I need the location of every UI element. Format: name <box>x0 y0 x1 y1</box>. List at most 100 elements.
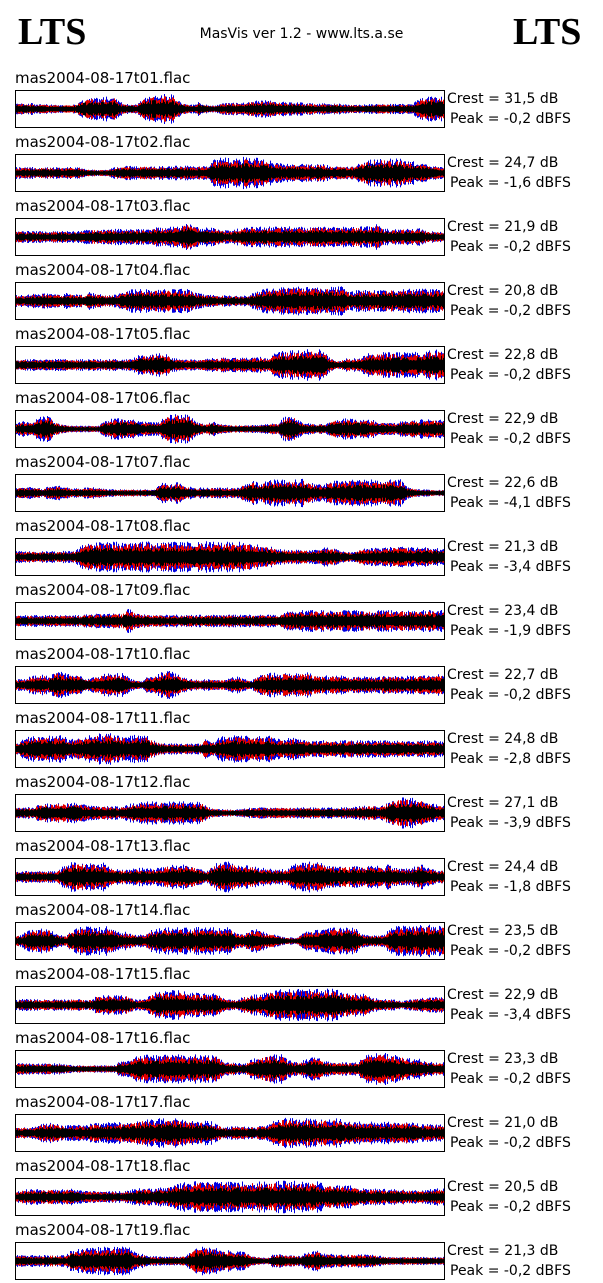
crest-label: Crest = 23,3 dB <box>447 1051 559 1067</box>
track-name: mas2004-08-17t05.flac <box>15 325 191 343</box>
waveform-frame <box>15 1178 445 1216</box>
track: mas2004-08-17t15.flac Crest = 22,9 dB Peak… <box>0 962 603 1026</box>
waveform-frame <box>15 730 445 768</box>
crest-label: Crest = 23,4 dB <box>447 603 559 619</box>
crest-label: Crest = 24,4 dB <box>447 859 559 875</box>
waveform <box>15 1242 445 1280</box>
waveform-trace <box>16 355 444 375</box>
waveform <box>15 282 445 320</box>
track-name: mas2004-08-17t13.flac <box>15 837 191 855</box>
peak-label: Peak = -1,9 dBFS <box>450 623 571 639</box>
crest-label: Crest = 31,5 dB <box>447 91 559 107</box>
track: mas2004-08-17t11.flac Crest = 24,8 dB Peak… <box>0 706 603 770</box>
waveform-frame <box>15 1050 445 1088</box>
track-name: mas2004-08-17t17.flac <box>15 1093 191 1111</box>
waveform-trace <box>16 1187 444 1207</box>
track: mas2004-08-17t19.flac Crest = 21,3 dB Peak… <box>0 1218 603 1282</box>
peak-label: Peak = -0,2 dBFS <box>450 111 571 127</box>
track: mas2004-08-17t08.flac Crest = 21,3 dB Peak… <box>0 514 603 578</box>
waveform-trace <box>16 484 444 502</box>
waveform-frame <box>15 1242 445 1280</box>
waveform-trace <box>16 1059 444 1079</box>
waveform <box>15 346 445 384</box>
track-name: mas2004-08-17t01.flac <box>15 69 191 87</box>
track: mas2004-08-17t05.flac Crest = 22,8 dB Peak… <box>0 322 603 386</box>
peak-label: Peak = -3,9 dBFS <box>450 815 571 831</box>
crest-label: Crest = 22,8 dB <box>447 347 559 363</box>
track-name: mas2004-08-17t08.flac <box>15 517 191 535</box>
peak-label: Peak = -0,2 dBFS <box>450 1199 571 1215</box>
logo: LTS <box>513 11 582 53</box>
waveform-trace <box>16 995 444 1015</box>
peak-label: Peak = -0,2 dBFS <box>450 367 571 383</box>
crest-label: Crest = 21,3 dB <box>447 539 559 555</box>
track-name: mas2004-08-17t18.flac <box>15 1157 191 1175</box>
waveform-trace <box>16 100 444 118</box>
peak-label: Peak = -3,4 dBFS <box>450 559 571 575</box>
waveform <box>15 1050 445 1088</box>
waveform <box>15 986 445 1024</box>
waveform-frame <box>15 538 445 576</box>
waveform-frame <box>15 1114 445 1152</box>
crest-label: Crest = 21,9 dB <box>447 219 559 235</box>
waveform <box>15 666 445 704</box>
waveform <box>15 218 445 256</box>
waveform <box>15 858 445 896</box>
crest-label: Crest = 22,9 dB <box>447 987 559 1003</box>
track-name: mas2004-08-17t19.flac <box>15 1221 191 1239</box>
crest-label: Crest = 24,8 dB <box>447 731 559 747</box>
crest-label: Crest = 21,3 dB <box>447 1243 559 1259</box>
peak-label: Peak = -0,2 dBFS <box>450 239 571 255</box>
track: mas2004-08-17t17.flac Crest = 21,0 dB Peak… <box>0 1090 603 1154</box>
track: mas2004-08-17t03.flac Crest = 21,9 dB Peak… <box>0 194 603 258</box>
waveform-frame <box>15 154 445 192</box>
peak-label: Peak = -0,2 dBFS <box>450 303 571 319</box>
waveform-trace <box>16 163 444 183</box>
waveform <box>15 730 445 768</box>
waveform-trace <box>16 292 444 310</box>
track: mas2004-08-17t04.flac Crest = 20,8 dB Peak… <box>0 258 603 322</box>
waveform <box>15 794 445 832</box>
track: mas2004-08-17t12.flac Crest = 27,1 dB Peak… <box>0 770 603 834</box>
track: mas2004-08-17t18.flac Crest = 20,5 dB Peak… <box>0 1154 603 1218</box>
waveform-frame <box>15 858 445 896</box>
track-name: mas2004-08-17t11.flac <box>15 709 191 727</box>
track-name: mas2004-08-17t12.flac <box>15 773 191 791</box>
track-name: mas2004-08-17t02.flac <box>15 133 191 151</box>
waveform <box>15 602 445 640</box>
waveform-trace <box>16 803 444 823</box>
track-name: mas2004-08-17t09.flac <box>15 581 191 599</box>
waveform-frame <box>15 90 445 128</box>
waveform-trace <box>16 867 444 887</box>
peak-label: Peak = -1,8 dBFS <box>450 879 571 895</box>
crest-label: Crest = 20,5 dB <box>447 1179 559 1195</box>
waveform-trace <box>16 1252 444 1270</box>
track: mas2004-08-17t09.flac Crest = 23,4 dB Peak… <box>0 578 603 642</box>
crest-label: Crest = 20,8 dB <box>447 283 559 299</box>
crest-label: Crest = 21,0 dB <box>447 1115 559 1131</box>
peak-label: Peak = -0,2 dBFS <box>450 1263 571 1279</box>
peak-label: Peak = -0,2 dBFS <box>450 943 571 959</box>
track-name: mas2004-08-17t04.flac <box>15 261 191 279</box>
peak-label: Peak = -0,2 dBFS <box>450 1135 571 1151</box>
waveform-trace <box>16 614 444 628</box>
track: mas2004-08-17t07.flac Crest = 22,6 dB Peak… <box>0 450 603 514</box>
track-name: mas2004-08-17t06.flac <box>15 389 191 407</box>
waveform <box>15 538 445 576</box>
crest-label: Crest = 27,1 dB <box>447 795 559 811</box>
waveform-frame <box>15 282 445 320</box>
track: mas2004-08-17t13.flac Crest = 24,4 dB Peak… <box>0 834 603 898</box>
waveform-frame <box>15 794 445 832</box>
waveform <box>15 90 445 128</box>
crest-label: Crest = 24,7 dB <box>447 155 559 171</box>
title: MasVis ver 1.2 - www.lts.a.se <box>199 26 404 42</box>
waveform <box>15 1178 445 1216</box>
waveform-frame <box>15 602 445 640</box>
track-name: mas2004-08-17t16.flac <box>15 1029 191 1047</box>
waveform <box>15 154 445 192</box>
track-name: mas2004-08-17t03.flac <box>15 197 191 215</box>
peak-label: Peak = -3,4 dBFS <box>450 1007 571 1023</box>
waveform-frame <box>15 922 445 960</box>
peak-label: Peak = -0,2 dBFS <box>450 687 571 703</box>
waveform <box>15 410 445 448</box>
